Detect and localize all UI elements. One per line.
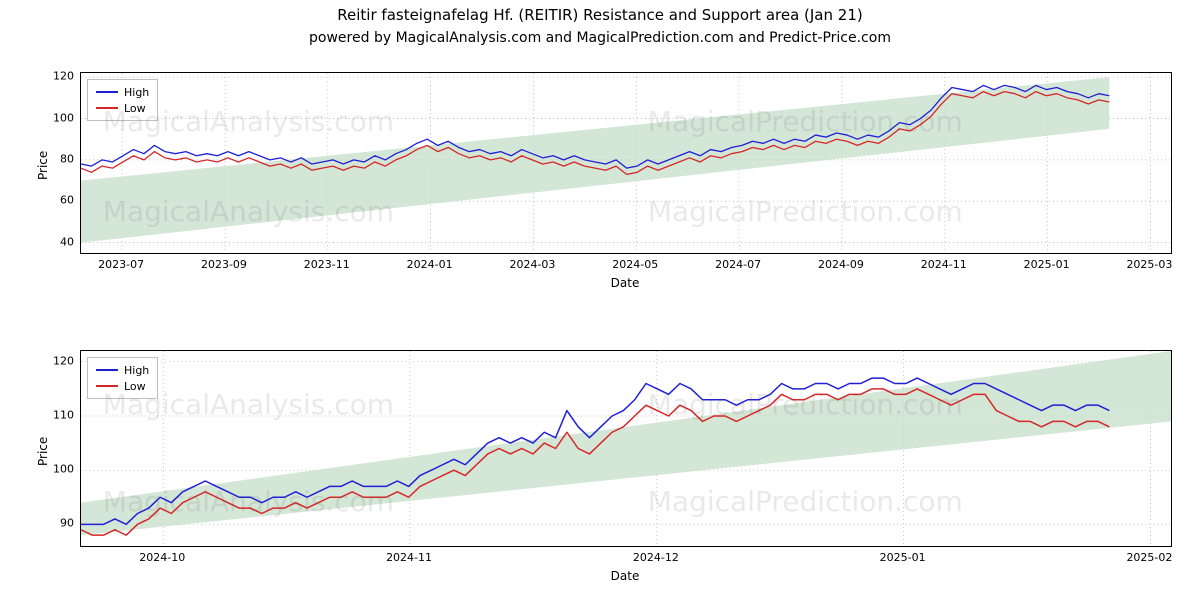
x-tick-label: 2025-02	[1126, 551, 1172, 564]
legend-item-low: Low	[96, 100, 149, 116]
legend-item-high: High	[96, 84, 149, 100]
legend-swatch-high	[96, 369, 118, 371]
x-tick-label: 2024-03	[509, 258, 555, 271]
figure: { "title": "Reitir fasteignafelag Hf. (R…	[0, 0, 1200, 600]
legend: High Low	[87, 79, 158, 121]
y-tick-label: 60	[46, 194, 74, 207]
y-axis-label: Price	[36, 436, 50, 465]
y-tick-label: 110	[46, 409, 74, 422]
x-axis-label: Date	[80, 276, 1170, 290]
chart-title: Reitir fasteignafelag Hf. (REITIR) Resis…	[0, 6, 1200, 24]
legend-swatch-high	[96, 91, 118, 93]
legend-item-low: Low	[96, 378, 149, 394]
x-tick-label: 2024-11	[921, 258, 967, 271]
legend: High Low	[87, 357, 158, 399]
legend-label: High	[124, 364, 149, 377]
y-axis-label: Price	[36, 151, 50, 180]
x-tick-label: 2025-03	[1126, 258, 1172, 271]
y-tick-label: 40	[46, 235, 74, 248]
legend-swatch-low	[96, 385, 118, 387]
x-tick-label: 2024-11	[386, 551, 432, 564]
bottom-price-panel: High Low MagicalAnalysis.com MagicalPred…	[80, 350, 1172, 547]
x-tick-label: 2024-07	[715, 258, 761, 271]
legend-swatch-low	[96, 107, 118, 109]
x-tick-label: 2024-10	[139, 551, 185, 564]
x-tick-label: 2023-09	[201, 258, 247, 271]
x-tick-label: 2023-07	[98, 258, 144, 271]
y-tick-label: 120	[46, 70, 74, 83]
x-axis-label: Date	[80, 569, 1170, 583]
x-tick-label: 2024-09	[818, 258, 864, 271]
y-tick-label: 100	[46, 463, 74, 476]
legend-label: Low	[124, 380, 146, 393]
top-price-panel: High Low MagicalAnalysis.com MagicalPred…	[80, 72, 1172, 254]
x-tick-label: 2024-12	[633, 551, 679, 564]
x-tick-label: 2025-01	[880, 551, 926, 564]
legend-label: Low	[124, 102, 146, 115]
x-tick-label: 2024-05	[612, 258, 658, 271]
legend-item-high: High	[96, 362, 149, 378]
y-tick-label: 80	[46, 152, 74, 165]
x-tick-label: 2023-11	[304, 258, 350, 271]
y-tick-label: 100	[46, 111, 74, 124]
y-tick-label: 120	[46, 354, 74, 367]
chart-subtitle: powered by MagicalAnalysis.com and Magic…	[0, 30, 1200, 46]
x-tick-label: 2025-01	[1024, 258, 1070, 271]
legend-label: High	[124, 86, 149, 99]
x-tick-label: 2024-01	[407, 258, 453, 271]
y-tick-label: 90	[46, 517, 74, 530]
